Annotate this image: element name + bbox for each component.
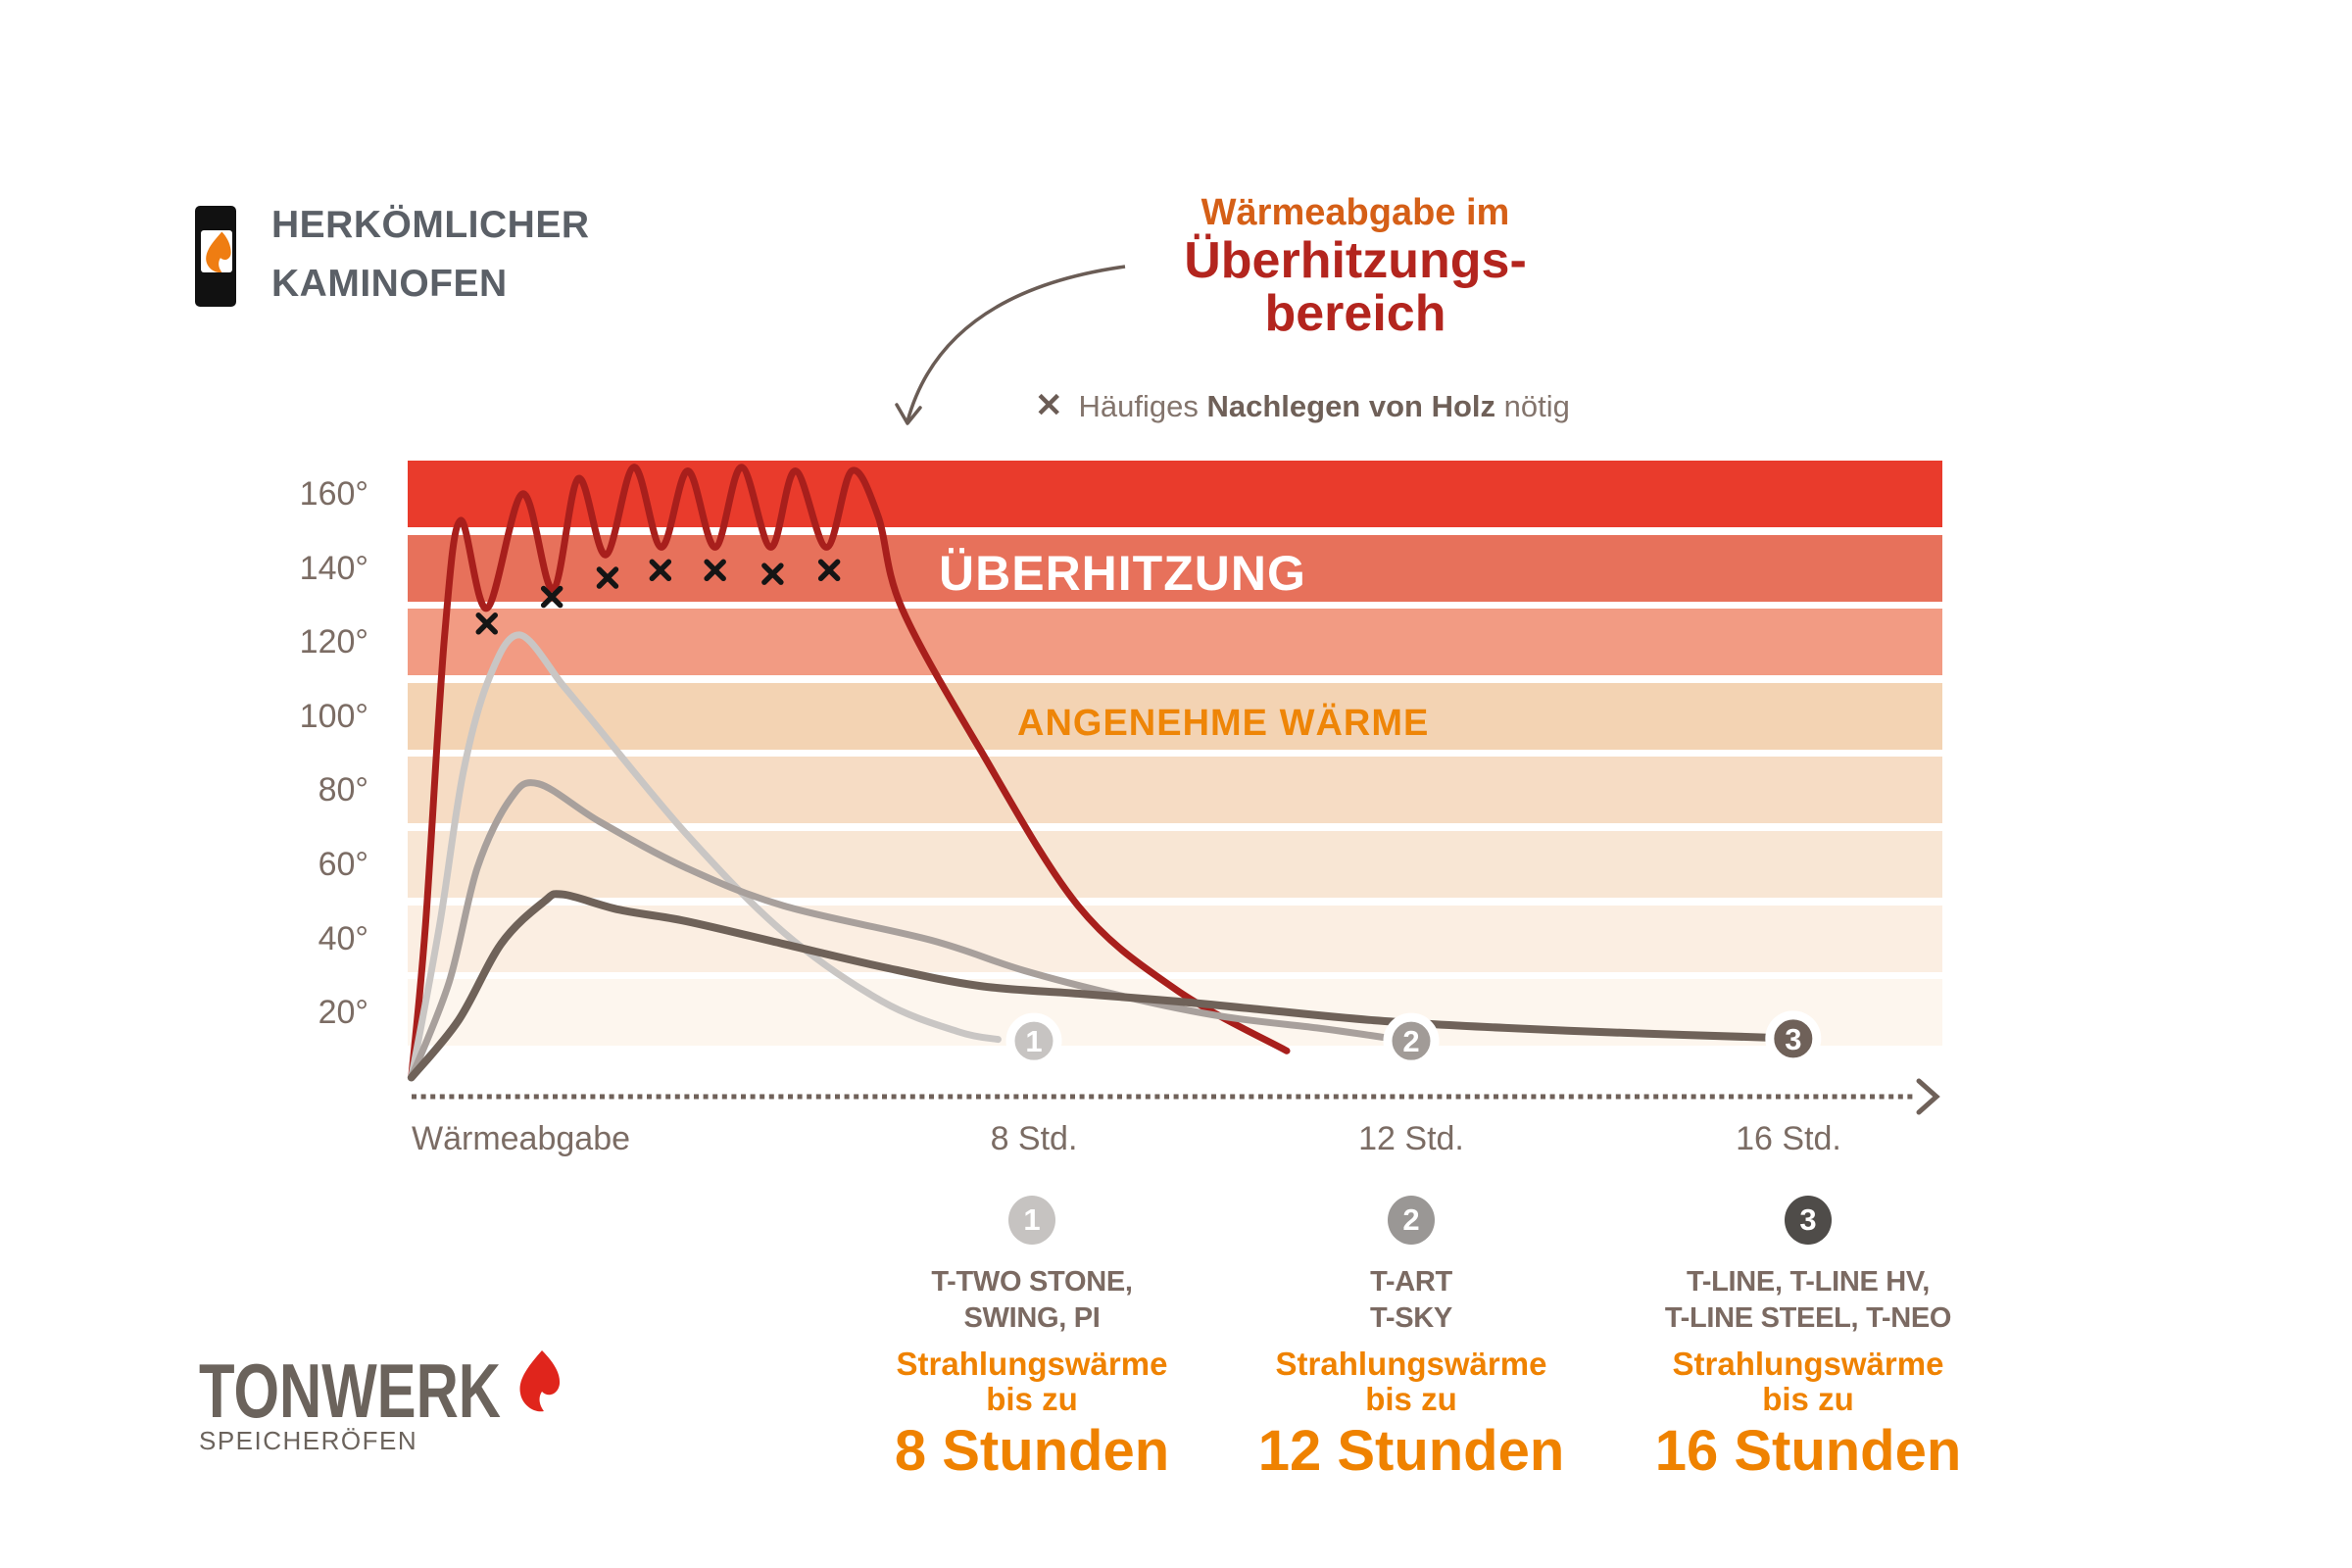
zone-label-overheat: ÜBERHITZUNG xyxy=(939,546,1306,601)
temperature-band-160° xyxy=(408,461,1942,527)
legend-circle-2: 2 xyxy=(1388,1196,1435,1245)
product-list: T-LINE, T-LINE HV, T-LINE STEEL, T-NEO xyxy=(1553,1264,2063,1337)
legend-column-3: 3 T-LINE, T-LINE HV, T-LINE STEEL, T-NEO St… xyxy=(1553,1196,2063,1482)
y-tick-label: 20° xyxy=(318,994,368,1032)
x-tick-label-16: 16 Std. xyxy=(1736,1120,1841,1157)
temperature-band-40° xyxy=(408,905,1942,972)
logo-wordmark: TONWERK xyxy=(199,1348,501,1434)
callout-line3: bereich xyxy=(1264,285,1446,342)
stove-flame-icon xyxy=(206,231,231,273)
x-marker-icon: ✕ xyxy=(1035,387,1063,424)
product-list: T-ART T-SKY xyxy=(1156,1264,1666,1337)
claim: Strahlungswärme bis zu xyxy=(777,1347,1287,1417)
temperature-band-120° xyxy=(408,609,1942,676)
note-text-bold: Nachlegen von Holz xyxy=(1206,389,1496,423)
logo-subtitle: SPEICHERÖFEN xyxy=(199,1426,418,1455)
duration-highlight: 8 Stunden xyxy=(894,1419,1170,1483)
claim-line1: Strahlungswärme xyxy=(1275,1346,1547,1382)
product-name: T-LINE, T-LINE HV, xyxy=(1686,1266,1931,1298)
x-tick-label-12: 12 Std. xyxy=(1358,1120,1464,1157)
product-name: T-SKY xyxy=(1370,1302,1452,1334)
y-tick-label: 60° xyxy=(318,846,368,883)
x-axis-arrow-icon xyxy=(1916,1078,1940,1115)
callout-line2: Überhitzungs- xyxy=(1184,232,1527,289)
product-list: T-TWO STONE, SWING, PI xyxy=(777,1264,1287,1337)
page-title: HERKÖMLICHER KAMINOFEN xyxy=(271,196,590,314)
claim: Strahlungswärme bis zu xyxy=(1553,1347,2063,1417)
y-tick-label: 100° xyxy=(299,697,368,735)
temperature-band-80° xyxy=(408,757,1942,824)
legend-circle-1: 1 xyxy=(1008,1196,1055,1245)
claim-line2: bis zu xyxy=(1762,1381,1854,1417)
claim-line2: bis zu xyxy=(1365,1381,1457,1417)
callout-arrow xyxy=(895,265,1126,425)
refuel-note: ✕ Häufiges Nachlegen von Holz nötig xyxy=(1035,386,1570,425)
claim-line1: Strahlungswärme xyxy=(896,1346,1168,1382)
note-text-regular-2: nötig xyxy=(1495,389,1570,423)
claim-line1: Strahlungswärme xyxy=(1672,1346,1944,1382)
x-tick-label-8: 8 Std. xyxy=(990,1120,1078,1157)
y-tick-label: 120° xyxy=(299,623,368,662)
page-title-line2: KAMINOFEN xyxy=(271,263,508,305)
y-tick-label: 80° xyxy=(318,771,368,809)
y-tick-label: 140° xyxy=(299,549,368,587)
stove-icon xyxy=(195,206,236,307)
note-text-regular: Häufiges xyxy=(1078,389,1207,423)
y-tick-label: 40° xyxy=(318,919,368,957)
legend-column-1: 1 T-TWO STONE, SWING, PI Strahlungswärme bis… xyxy=(777,1196,1287,1482)
claim: Strahlungswärme bis zu xyxy=(1156,1347,1666,1417)
temperature-band-20° xyxy=(408,979,1942,1047)
callout-heading: Wärmeabgabe im Überhitzungs- bereich xyxy=(963,190,1747,339)
logo-flame-icon xyxy=(519,1350,561,1412)
duration-highlight: 12 Stunden xyxy=(1257,1419,1565,1483)
zone-label-comfort: ANGENEHME WÄRME xyxy=(1017,703,1430,744)
tonwerk-logo: TONWERK xyxy=(199,1348,561,1434)
legend-column-2: 2 T-ART T-SKY Strahlungswärme bis zu 12 Stund… xyxy=(1156,1196,1666,1482)
page-title-line1: HERKÖMLICHER xyxy=(271,204,590,246)
product-name: SWING, PI xyxy=(963,1302,1101,1334)
x-axis-title: Wärmeabgabe xyxy=(412,1120,631,1157)
duration-highlight: 16 Stunden xyxy=(1654,1419,1962,1483)
temperature-band-60° xyxy=(408,831,1942,898)
callout-line1: Wärmeabgabe im xyxy=(1200,192,1510,233)
stove-window xyxy=(201,230,232,273)
product-name: T-ART xyxy=(1370,1266,1452,1298)
claim-line2: bis zu xyxy=(986,1381,1078,1417)
y-tick-label: 160° xyxy=(299,475,368,513)
product-name: T-TWO STONE, xyxy=(931,1266,1133,1298)
legend-circle-3: 3 xyxy=(1785,1196,1832,1245)
product-name: T-LINE STEEL, T-NEO xyxy=(1664,1302,1952,1334)
y-axis-labels: 160° 140° 120° 100° 80° 60° 40° 20° xyxy=(261,461,378,1047)
